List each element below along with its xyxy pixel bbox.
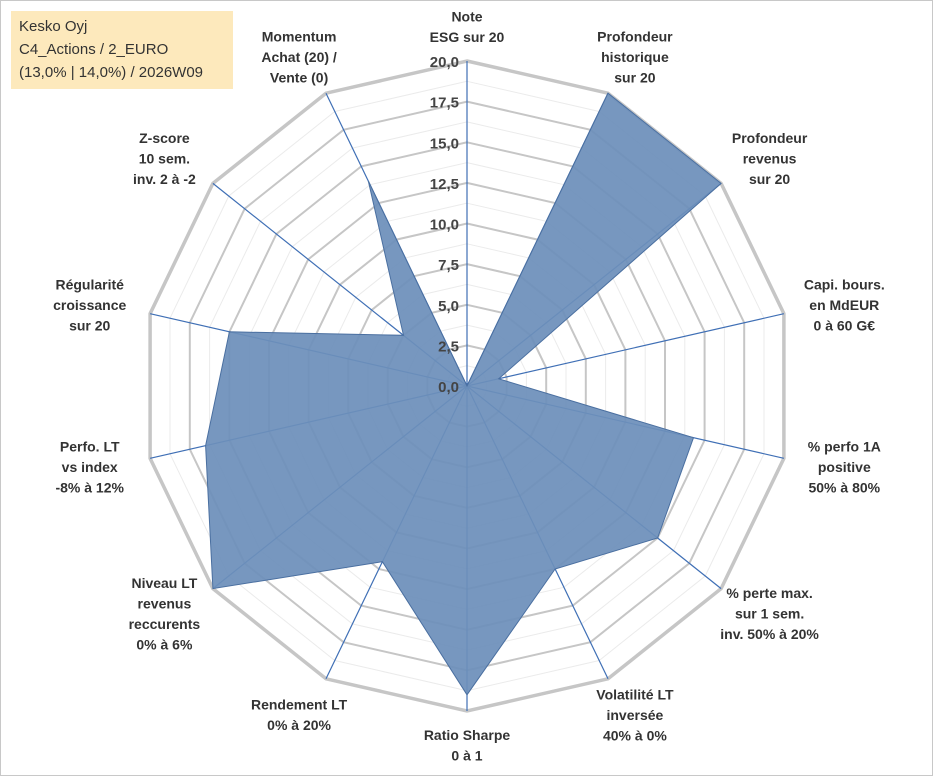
axis-label: Profondeur revenus sur 20	[732, 130, 808, 187]
radar-axis-labels: Note ESG sur 20 Profondeur historique sur 20…	[53, 9, 885, 764]
tick-label: 12,5	[430, 176, 459, 193]
axis-label: Perfo. LT vs index -8% à 12%	[55, 439, 124, 496]
axis-label: Note ESG sur 20	[430, 9, 505, 46]
axis-label: % perfo 1A positive 50% à 80%	[808, 439, 881, 496]
tick-label: 2,5	[438, 338, 459, 355]
axis-label: % perte max. sur 1 sem. inv. 50% à 20%	[720, 585, 819, 642]
info-box: Kesko Oyj C4_Actions / 2_EURO (13,0% | 1…	[11, 11, 233, 89]
axis-label: Profondeur historique sur 20	[597, 29, 673, 86]
axis-label: Momentum Achat (20) / Vente (0)	[261, 29, 337, 86]
tick-label: 20,0	[430, 54, 459, 71]
axis-spoke	[466, 313, 785, 387]
tick-label: 0,0	[438, 379, 459, 396]
axis-label: Volatilité LT inversée 40% à 0%	[596, 686, 674, 743]
axis-label: Niveau LT revenus reccurents 0% à 6%	[129, 575, 201, 653]
radar-tick-labels: 0,0 2,5 5,0 7,5 10,0 12,5 15,0 17,5 20,0	[430, 54, 459, 396]
axis-label: Régularité croissance sur 20	[53, 276, 126, 333]
radar-series	[205, 92, 722, 696]
tick-label: 10,0	[430, 217, 459, 234]
axis-label: Z-score 10 sem. inv. 2 à -2	[133, 130, 196, 187]
tick-label: 15,0	[430, 135, 459, 152]
tick-label: 5,0	[438, 298, 459, 315]
axis-label: Ratio Sharpe 0 à 1	[424, 727, 511, 764]
period-label: (13,0% | 14,0%) / 2026W09	[19, 64, 203, 81]
tick-label: 7,5	[438, 257, 459, 274]
category-label: C4_Actions / 2_EURO	[19, 41, 169, 58]
axis-label: Capi. bours. en MdEUR 0 à 60 G€	[804, 276, 885, 333]
company-name: Kesko Oyj	[19, 18, 88, 35]
tick-label: 17,5	[430, 95, 459, 112]
axis-label: Rendement LT 0% à 20%	[251, 697, 348, 734]
